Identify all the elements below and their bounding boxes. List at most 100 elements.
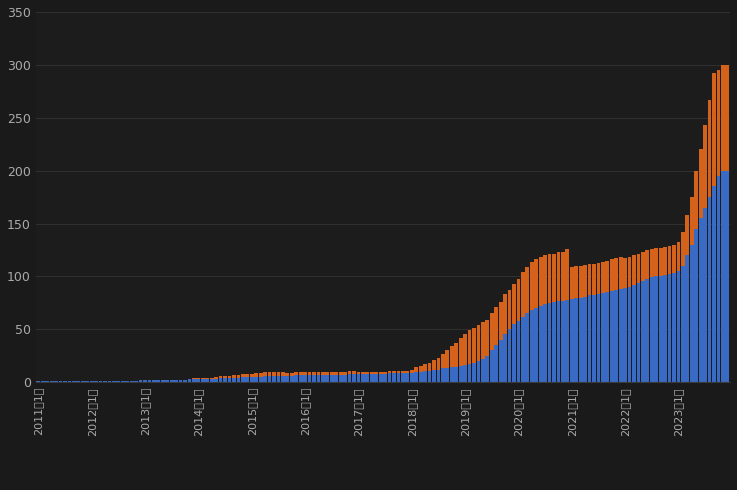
Bar bbox=[659, 248, 663, 276]
Bar bbox=[561, 301, 565, 382]
Bar bbox=[397, 373, 400, 382]
Bar bbox=[210, 379, 214, 382]
Bar bbox=[348, 374, 352, 382]
Bar bbox=[326, 371, 329, 375]
Bar bbox=[197, 379, 200, 382]
Bar bbox=[677, 242, 680, 271]
Bar bbox=[712, 187, 716, 382]
Bar bbox=[366, 371, 369, 374]
Bar bbox=[272, 371, 276, 376]
Bar bbox=[525, 314, 529, 382]
Bar bbox=[685, 215, 689, 255]
Bar bbox=[161, 380, 164, 382]
Bar bbox=[477, 325, 481, 361]
Bar bbox=[672, 273, 676, 382]
Bar bbox=[503, 294, 507, 334]
Bar bbox=[170, 380, 174, 382]
Bar bbox=[134, 381, 138, 382]
Bar bbox=[392, 370, 396, 373]
Bar bbox=[517, 321, 520, 382]
Bar bbox=[441, 368, 444, 382]
Bar bbox=[472, 328, 476, 363]
Bar bbox=[423, 364, 427, 370]
Bar bbox=[690, 197, 694, 245]
Bar bbox=[55, 381, 58, 382]
Bar bbox=[103, 381, 107, 382]
Bar bbox=[481, 322, 485, 359]
Bar bbox=[486, 320, 489, 356]
Bar bbox=[143, 380, 147, 382]
Bar bbox=[321, 371, 325, 375]
Bar bbox=[285, 376, 289, 382]
Bar bbox=[147, 380, 151, 382]
Bar bbox=[294, 371, 298, 375]
Bar bbox=[464, 334, 467, 365]
Bar bbox=[343, 371, 347, 375]
Bar bbox=[512, 284, 516, 324]
Bar bbox=[335, 375, 338, 382]
Bar bbox=[499, 340, 503, 382]
Bar bbox=[565, 249, 569, 300]
Bar bbox=[330, 371, 334, 375]
Bar bbox=[708, 197, 711, 382]
Bar bbox=[708, 100, 711, 197]
Bar bbox=[294, 375, 298, 382]
Bar bbox=[379, 371, 383, 374]
Bar bbox=[716, 70, 720, 176]
Bar bbox=[681, 232, 685, 266]
Bar bbox=[668, 245, 671, 274]
Bar bbox=[214, 377, 218, 379]
Bar bbox=[427, 370, 431, 382]
Bar bbox=[556, 301, 560, 382]
Bar bbox=[637, 283, 640, 382]
Bar bbox=[646, 278, 649, 382]
Bar bbox=[508, 329, 511, 382]
Bar bbox=[579, 266, 582, 297]
Bar bbox=[570, 267, 573, 298]
Bar bbox=[481, 359, 485, 382]
Bar bbox=[263, 376, 267, 382]
Bar bbox=[454, 368, 458, 382]
Bar bbox=[610, 260, 614, 291]
Bar bbox=[130, 381, 133, 382]
Bar bbox=[214, 379, 218, 382]
Bar bbox=[250, 374, 254, 377]
Bar bbox=[477, 361, 481, 382]
Bar bbox=[374, 371, 378, 374]
Bar bbox=[41, 381, 45, 382]
Bar bbox=[228, 378, 231, 382]
Bar bbox=[464, 365, 467, 382]
Bar bbox=[694, 229, 698, 382]
Bar bbox=[703, 125, 707, 208]
Bar bbox=[192, 378, 196, 379]
Bar bbox=[316, 371, 321, 375]
Bar bbox=[450, 346, 454, 368]
Bar bbox=[703, 208, 707, 382]
Bar bbox=[383, 371, 387, 374]
Bar bbox=[521, 272, 525, 317]
Bar bbox=[628, 257, 632, 287]
Bar bbox=[312, 371, 316, 375]
Bar bbox=[721, 171, 724, 382]
Bar bbox=[681, 266, 685, 382]
Bar bbox=[397, 370, 400, 373]
Bar bbox=[405, 370, 409, 373]
Bar bbox=[174, 380, 178, 382]
Bar bbox=[219, 376, 223, 378]
Bar bbox=[298, 371, 302, 375]
Bar bbox=[512, 324, 516, 382]
Bar bbox=[699, 218, 702, 382]
Bar bbox=[254, 373, 258, 377]
Bar bbox=[596, 294, 601, 382]
Bar bbox=[716, 176, 720, 382]
Bar bbox=[139, 380, 142, 382]
Bar bbox=[50, 381, 54, 382]
Bar bbox=[468, 330, 472, 364]
Bar bbox=[259, 373, 262, 377]
Bar bbox=[178, 380, 183, 382]
Bar bbox=[552, 254, 556, 302]
Bar bbox=[672, 245, 676, 273]
Bar bbox=[490, 350, 494, 382]
Bar bbox=[72, 381, 76, 382]
Bar bbox=[574, 297, 578, 382]
